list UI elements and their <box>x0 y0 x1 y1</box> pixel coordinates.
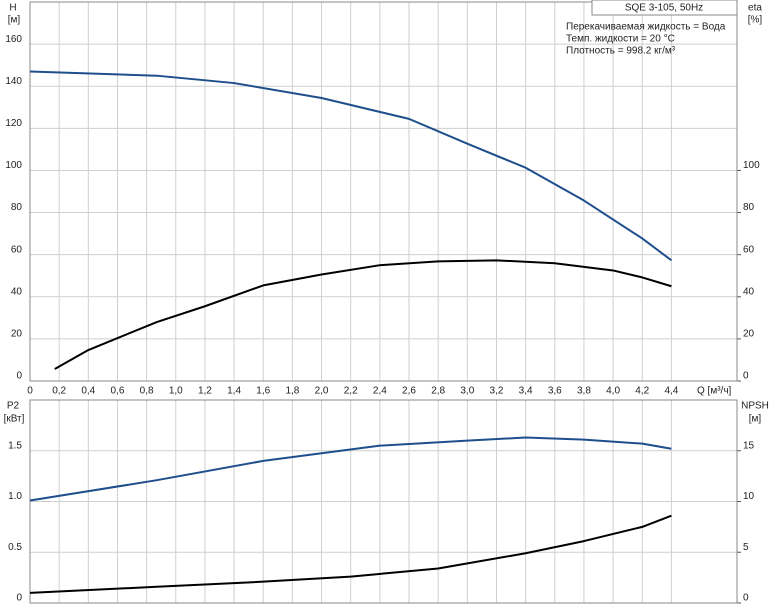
x-tick-label: 0 <box>27 386 33 397</box>
y2-tick-label: 100 <box>743 160 760 171</box>
y2-axis-unit: [%] <box>748 15 763 26</box>
y2-axis-label: NPSH <box>741 401 769 412</box>
annotation: Плотность = 998.2 кг/м³ <box>566 46 676 57</box>
y-axis-unit: [кВт] <box>4 414 25 425</box>
x-tick-label: 3,8 <box>577 386 591 397</box>
title-box <box>591 0 738 16</box>
y-tick-label: 0 <box>16 371 22 382</box>
x-tick-label: 3,2 <box>490 386 504 397</box>
y2-tick-label: 60 <box>743 244 755 255</box>
y-axis-unit: [м] <box>8 15 21 26</box>
y-tick-label: 0.5 <box>8 542 22 553</box>
x-tick-label: 0,4 <box>81 386 95 397</box>
x-tick-label: 2,2 <box>344 386 358 397</box>
y-axis-label: P2 <box>7 401 20 412</box>
x-tick-label: 4,2 <box>635 386 649 397</box>
x-tick-label: 0,6 <box>111 386 125 397</box>
y-tick-label: 140 <box>5 76 22 87</box>
y2-axis-label: eta <box>748 3 762 14</box>
x-tick-label: 4,4 <box>664 386 678 397</box>
x-tick-label: 3,6 <box>548 386 562 397</box>
y2-tick-label: 15 <box>743 440 755 451</box>
y2-tick-label: 40 <box>743 286 755 297</box>
y-tick-label: 100 <box>5 160 22 171</box>
x-tick-label: 1,0 <box>169 386 183 397</box>
x-tick-label: 1,4 <box>227 386 241 397</box>
x-tick-label: 1,2 <box>198 386 212 397</box>
annotation: Перекачиваемая жидкость = Вода <box>566 22 726 33</box>
x-tick-label: 2,4 <box>373 386 387 397</box>
y-tick-label: 60 <box>11 244 23 255</box>
y-tick-label: 0 <box>16 593 22 604</box>
x-tick-label: 1,6 <box>256 386 270 397</box>
annotation: Темп. жидкости = 20 °C <box>566 34 675 45</box>
x-tick-label: 3,0 <box>460 386 474 397</box>
curve <box>54 259 672 370</box>
y-tick-label: 120 <box>5 118 22 129</box>
y2-tick-label: 5 <box>743 542 749 553</box>
x-tick-label: 0,8 <box>140 386 154 397</box>
y2-tick-label: 0 <box>743 593 749 604</box>
y2-axis-unit: [м] <box>749 414 762 425</box>
y-axis-label: H <box>9 3 16 14</box>
plot-frame <box>29 399 738 604</box>
y2-tick-label: 10 <box>743 491 755 502</box>
x-tick-label: 4,0 <box>606 386 620 397</box>
plot-frame <box>29 1 738 382</box>
x-tick-label: 2,6 <box>402 386 416 397</box>
curve <box>29 70 673 262</box>
chart-title: SQE 3-105, 50Hz <box>625 3 703 14</box>
x-tick-label: 2,8 <box>431 386 445 397</box>
curve <box>29 436 672 502</box>
y2-tick-label: 20 <box>743 329 755 340</box>
y-tick-label: 1.5 <box>8 440 22 451</box>
x-tick-label: 2,0 <box>315 386 329 397</box>
x-tick-label: 1,8 <box>285 386 299 397</box>
y-tick-label: 160 <box>5 34 22 45</box>
x-tick-label: 0,2 <box>52 386 66 397</box>
curve <box>29 514 672 594</box>
y-tick-label: 40 <box>11 286 23 297</box>
x-tick-label: 3,4 <box>519 386 533 397</box>
x-axis-label: Q [м³/ч] <box>697 386 732 397</box>
y-tick-label: 20 <box>11 329 23 340</box>
y-tick-label: 1.0 <box>8 491 22 502</box>
y2-tick-label: 80 <box>743 202 755 213</box>
y2-tick-label: 0 <box>743 371 749 382</box>
y-tick-label: 80 <box>11 202 23 213</box>
